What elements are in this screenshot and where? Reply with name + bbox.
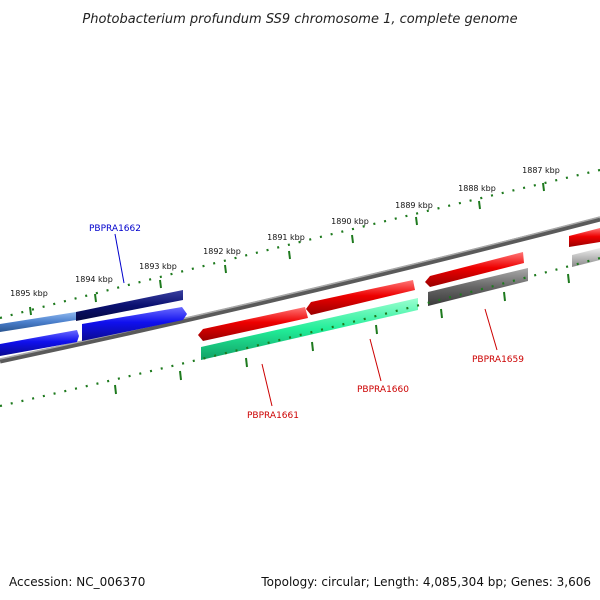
- gene-label-pbpra1659[interactable]: PBPRA1659: [472, 355, 524, 365]
- reverse-strand-track: [0, 248, 600, 360]
- tick-label: 1894 kbp: [75, 275, 113, 284]
- gene-feature[interactable]: [569, 228, 600, 247]
- gene-label-leaders: [114, 233, 498, 407]
- gene-feature[interactable]: [572, 248, 600, 267]
- tick-label: 1891 kbp: [267, 233, 305, 242]
- tick-label: 1895 kbp: [10, 289, 48, 298]
- inner-tick-ring: [0, 256, 600, 408]
- gene-feature[interactable]: [306, 280, 415, 315]
- forward-strand-track: [0, 228, 600, 332]
- tick-label: 1890 kbp: [331, 217, 369, 226]
- accession-text: Accession: NC_006370: [9, 575, 145, 589]
- gene-feature[interactable]: [201, 298, 418, 360]
- inner-major-ticks: [114, 273, 570, 395]
- gene-feature[interactable]: [425, 252, 524, 287]
- tick-label: 1889 kbp: [395, 201, 433, 210]
- gene-feature[interactable]: [198, 307, 308, 341]
- gene-feature[interactable]: [76, 290, 183, 321]
- gene-feature[interactable]: [0, 312, 76, 332]
- map-title: Photobacterium profundum SS9 chromosome …: [82, 12, 517, 27]
- tick-label: 1887 kbp: [522, 166, 560, 175]
- gene-label-pbpra1661[interactable]: PBPRA1661: [247, 411, 299, 421]
- outer-major-ticks: [29, 182, 545, 316]
- tick-label: 1888 kbp: [458, 184, 496, 193]
- topology-summary-text: Topology: circular; Length: 4,085,304 bp…: [260, 575, 591, 589]
- gene-label-pbpra1662[interactable]: PBPRA1662: [89, 224, 141, 234]
- tick-label: 1893 kbp: [139, 262, 177, 271]
- gene-feature[interactable]: [0, 330, 79, 356]
- outer-tick-ring: [0, 168, 600, 320]
- gene-feature[interactable]: [428, 268, 528, 306]
- gene-label-pbpra1660[interactable]: PBPRA1660: [357, 385, 409, 395]
- genome-backbone: [0, 216, 600, 364]
- tick-label: 1892 kbp: [203, 247, 241, 256]
- gene-feature[interactable]: [82, 307, 187, 341]
